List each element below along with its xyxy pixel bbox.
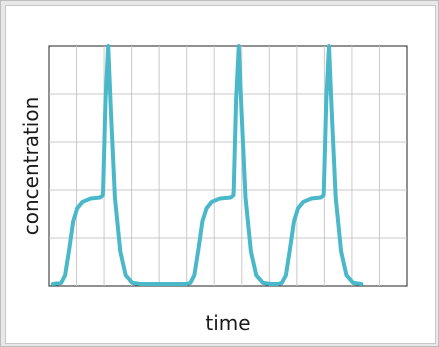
series-line-concentration bbox=[51, 44, 364, 286]
grid-lines bbox=[49, 46, 407, 286]
x-axis-label: time bbox=[205, 311, 250, 335]
y-axis-label: concentration bbox=[19, 97, 43, 236]
